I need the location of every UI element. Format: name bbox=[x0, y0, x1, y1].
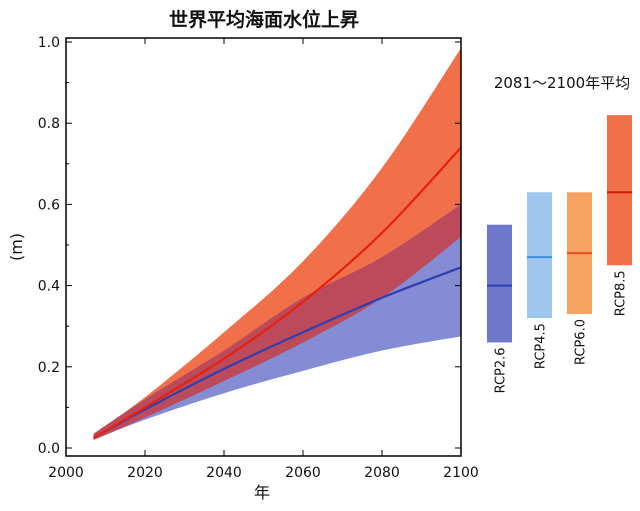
x-tick-label: 2060 bbox=[285, 465, 321, 481]
x-tick-label: 2100 bbox=[443, 465, 479, 481]
x-tick-label: 2040 bbox=[206, 465, 242, 481]
side-bar-label: RCP4.5 bbox=[534, 323, 549, 369]
plot-frame bbox=[65, 37, 462, 457]
side-bar-rcp4-5 bbox=[527, 192, 552, 319]
y-axis-label: (m) bbox=[7, 233, 26, 261]
y-tick-label: 0.0 bbox=[38, 441, 60, 457]
side-panel-bars: RCP2.6 RCP4.5 RCP6.0 RCP8.5 bbox=[487, 115, 632, 393]
side-bar-label: RCP8.5 bbox=[614, 270, 629, 316]
x-axis-label: 年 bbox=[254, 483, 270, 502]
uncertainty-bands bbox=[93, 48, 462, 440]
x-tick-label: 2000 bbox=[48, 465, 84, 481]
y-tick-label: 0.6 bbox=[38, 197, 60, 213]
mean-line-rcp2-6 bbox=[93, 266, 462, 439]
side-bar-rcp2-6 bbox=[487, 224, 512, 343]
y-tick-label: 1.0 bbox=[38, 35, 60, 51]
side-panel-title: 2081～2100年平均 bbox=[494, 74, 630, 92]
mean-line-rcp8-5 bbox=[93, 146, 462, 439]
y-tick-label: 0.2 bbox=[38, 360, 60, 376]
side-bar-label: RCP2.6 bbox=[494, 347, 509, 393]
x-axis-ticks: 2000 2020 2040 2060 2080 2100 bbox=[48, 38, 479, 481]
x-tick-label: 2080 bbox=[364, 465, 400, 481]
side-bar-rcp8-5 bbox=[607, 115, 632, 266]
x-tick-label: 2020 bbox=[127, 465, 163, 481]
y-axis-ticks: 0.0 0.2 0.4 0.6 0.8 1.0 bbox=[38, 35, 461, 457]
band-rcp8-5 bbox=[93, 48, 462, 440]
side-bar-label: RCP6.0 bbox=[574, 319, 589, 365]
chart-title: 世界平均海面水位上昇 bbox=[169, 8, 359, 31]
y-tick-label: 0.8 bbox=[38, 116, 60, 132]
y-tick-label: 0.4 bbox=[38, 279, 60, 295]
mean-lines bbox=[93, 146, 462, 439]
